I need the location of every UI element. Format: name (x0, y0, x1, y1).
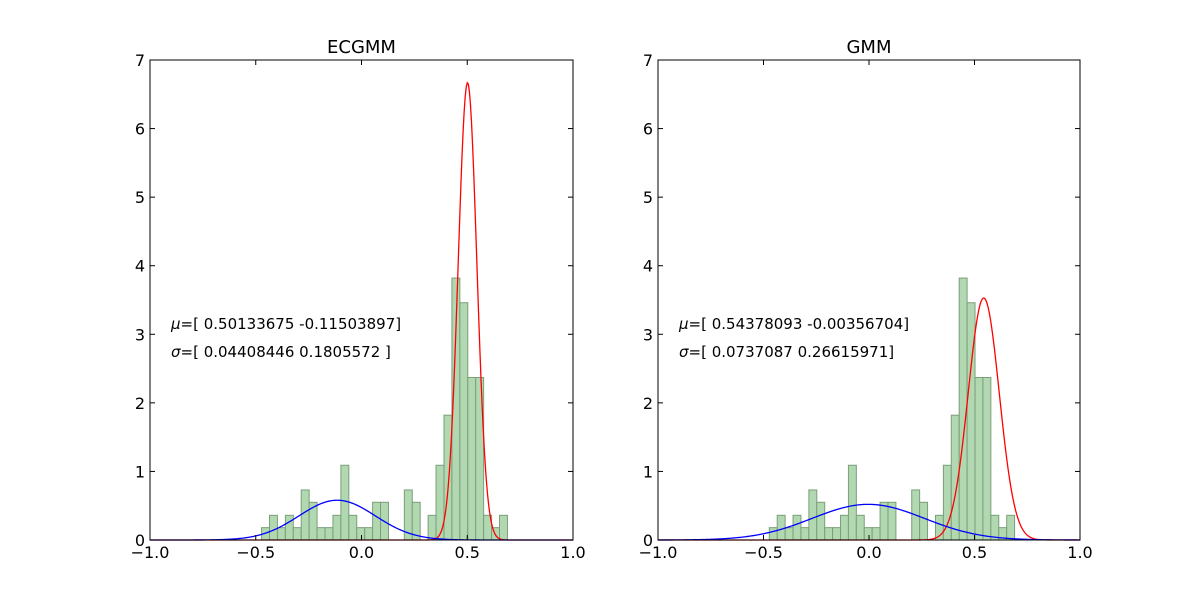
axes-frame (657, 59, 1081, 541)
y-tick-label: 3 (135, 325, 145, 344)
histogram-bar (459, 302, 469, 541)
histogram-bar (847, 464, 857, 541)
histogram-bar (982, 376, 992, 541)
histogram-bar (863, 527, 873, 541)
histogram-bar (800, 527, 810, 541)
histogram-bar (974, 376, 984, 541)
y-tick-label: 7 (643, 51, 653, 70)
histogram-bar (816, 501, 826, 541)
y-tick-label: 3 (643, 325, 653, 344)
histogram-bar (276, 527, 286, 541)
chart-title: ECGMM (327, 37, 396, 58)
histogram-bar (443, 414, 453, 541)
mu-annotation: μ=[ 0.54378093 -0.00356704] (678, 315, 909, 333)
y-tick-label: 7 (135, 51, 145, 70)
chart-title: GMM (846, 37, 891, 58)
histogram-bar (840, 514, 849, 541)
chart-panel-ecgmm: −1.0 −0.5 0.0 0.5 1.0 0 1 2 3 4 5 6 7 ECGMM μ=[ 0.5013… (131, 37, 586, 562)
annotation-symbol: μ (170, 315, 181, 333)
y-tick-label: 6 (643, 120, 653, 139)
y-tick-label: 5 (135, 188, 145, 207)
red-component-curve (150, 81, 573, 541)
y-tick-label: 5 (643, 188, 653, 207)
histogram-bar (808, 489, 818, 541)
x-tick-label: 1.0 (1067, 543, 1092, 562)
sigma-annotation: σ=[ 0.04408446 0.1805572 ] (171, 343, 391, 361)
y-tick-label: 4 (135, 257, 145, 276)
x-tick-label: −0.5 (236, 543, 275, 562)
histogram-bar (292, 527, 302, 541)
histogram-bar (792, 514, 802, 541)
chart-panel-gmm: −1.0 −0.5 0.0 0.5 1.0 0 1 2 3 4 5 6 7 GMM μ=[ 0.543780… (639, 37, 1093, 562)
histogram-bar (467, 376, 477, 541)
axes-frame (149, 59, 574, 541)
histogram-bar (499, 514, 508, 541)
x-tick-label: 0.0 (349, 543, 374, 562)
histogram-bar (879, 501, 889, 541)
histogram-bar (300, 489, 310, 541)
y-tick-label: 0 (643, 531, 653, 550)
annotation-symbol: σ (171, 343, 181, 361)
histogram-bar (348, 514, 358, 541)
annotation-symbol: σ (679, 343, 689, 361)
histogram-bar (427, 514, 437, 541)
y-tick-label: 1 (643, 462, 653, 481)
histogram-bar (824, 527, 834, 541)
x-tick-label: −0.5 (744, 543, 783, 562)
histogram-bar (356, 527, 366, 541)
annotation-values: =[ 0.50133675 -0.11503897] (181, 315, 402, 333)
x-tick-label: −1.0 (639, 543, 678, 562)
red-component-curve (658, 297, 1080, 541)
y-tick-label: 2 (643, 394, 653, 413)
x-tick-label: 1.0 (560, 543, 585, 562)
y-tick-label: 4 (643, 257, 653, 276)
y-tick-label: 6 (135, 120, 145, 139)
y-tick-label: 1 (135, 462, 145, 481)
histogram-bar (435, 464, 445, 541)
x-tick-label: 0.5 (962, 543, 987, 562)
histogram-bar (364, 527, 374, 541)
histogram-bar (268, 514, 278, 541)
blue-component-curve (658, 503, 1080, 541)
annotation-values: =[ 0.04408446 0.1805572 ] (181, 343, 391, 361)
histogram-bar (832, 527, 842, 541)
histogram-bar (919, 501, 929, 541)
histogram-bar (871, 527, 881, 541)
histogram-bar (324, 527, 334, 541)
histogram-bar (855, 514, 865, 541)
sigma-annotation: σ=[ 0.0737087 0.26615971] (679, 343, 894, 361)
histogram-bar (372, 501, 382, 541)
histogram-bar (316, 527, 326, 541)
histogram-bar (284, 514, 294, 541)
histogram-bar (332, 514, 342, 541)
histogram-bar (776, 514, 786, 541)
annotation-values: =[ 0.0737087 0.26615971] (689, 343, 895, 361)
y-tick-label: 2 (135, 394, 145, 413)
annotation-symbol: μ (678, 315, 689, 333)
annotation-values: =[ 0.54378093 -0.00356704] (689, 315, 910, 333)
x-tick-label: −1.0 (131, 543, 170, 562)
x-tick-label: 0.0 (856, 543, 881, 562)
x-tick-label: 0.5 (455, 543, 480, 562)
y-tick-label: 0 (135, 531, 145, 550)
histogram-bar (784, 527, 794, 541)
histogram-bar (768, 527, 778, 541)
histogram-bar (1006, 514, 1016, 541)
mu-annotation: μ=[ 0.50133675 -0.11503897] (170, 315, 401, 333)
histogram-bar (340, 464, 350, 541)
